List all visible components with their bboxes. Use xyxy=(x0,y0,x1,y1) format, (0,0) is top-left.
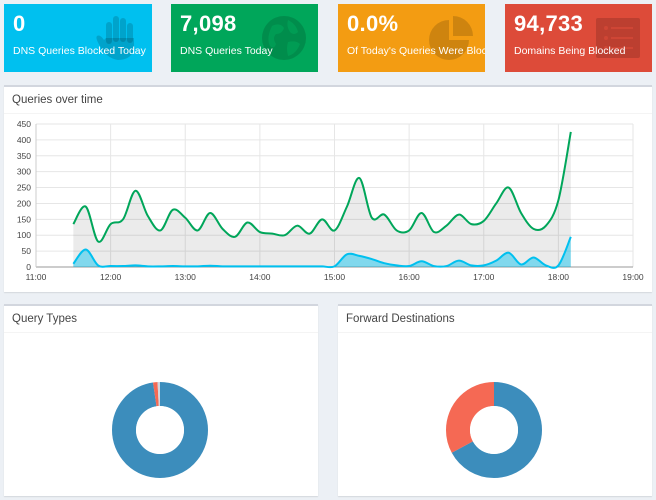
y-tick-label: 100 xyxy=(17,230,31,240)
stat-label: DNS Queries Blocked Today xyxy=(13,45,146,57)
x-tick-label: 15:00 xyxy=(324,272,346,282)
y-tick-label: 350 xyxy=(17,151,31,161)
series-line xyxy=(72,131,572,243)
globe-icon xyxy=(262,16,306,60)
panel-title: Queries over time xyxy=(4,87,652,114)
panel-title: Forward Destinations xyxy=(338,306,652,333)
forward-destinations-panel: Forward Destinations xyxy=(338,304,652,496)
series-area xyxy=(73,131,571,267)
query-types-panel: Query Types xyxy=(4,304,318,496)
donut-hole xyxy=(470,406,518,454)
stat-box-percent-blocked: 0.0% Of Today's Queries Were Blocked xyxy=(338,4,485,72)
hand-icon xyxy=(96,16,134,60)
x-tick-label: 17:00 xyxy=(473,272,495,282)
x-tick-label: 11:00 xyxy=(26,272,47,282)
stat-box-blocked-queries: 0 DNS Queries Blocked Today xyxy=(4,4,152,72)
list-icon xyxy=(596,18,640,58)
y-tick-label: 400 xyxy=(17,135,31,145)
panel-title: Query Types xyxy=(4,306,318,333)
queries-over-time-chart: 0 50 100 150 200 250 300 350 400 450 11:00 12:00 13:… xyxy=(17,119,644,282)
x-tick-label: 12:00 xyxy=(100,272,122,282)
stat-label: Domains Being Blocked xyxy=(514,45,626,57)
series-line xyxy=(72,236,572,269)
donut-slice xyxy=(446,382,542,478)
stat-value: 0 xyxy=(13,11,26,36)
y-tick-label: 50 xyxy=(22,246,32,256)
donut-slice xyxy=(112,382,208,478)
stat-box-queries-today: 7,098 DNS Queries Today xyxy=(171,4,318,72)
stat-box-domains-blocked: 94,733 Domains Being Blocked xyxy=(505,4,652,72)
query-types-donut-chart xyxy=(112,382,208,478)
y-tick-label: 450 xyxy=(17,119,31,129)
queries-over-time-panel: Queries over time 0 50 100 150 200 250 300 350 4… xyxy=(4,85,652,292)
stat-value: 7,098 xyxy=(180,11,237,36)
stat-value: 94,733 xyxy=(514,11,584,36)
stat-value: 0.0% xyxy=(347,11,399,36)
forward-destinations-donut-chart xyxy=(446,382,542,478)
pie-chart-icon xyxy=(429,16,473,60)
x-tick-label: 19:00 xyxy=(622,272,644,282)
y-tick-label: 200 xyxy=(17,198,31,208)
y-tick-label: 150 xyxy=(17,214,31,224)
stat-label: DNS Queries Today xyxy=(180,45,273,57)
y-tick-label: 300 xyxy=(17,167,31,177)
x-tick-label: 16:00 xyxy=(398,272,420,282)
y-tick-label: 0 xyxy=(26,262,31,272)
y-tick-label: 250 xyxy=(17,183,31,193)
stat-label: Of Today's Queries Were Blocked xyxy=(347,45,485,57)
donut-hole xyxy=(136,406,184,454)
x-tick-label: 14:00 xyxy=(249,272,271,282)
x-tick-label: 13:00 xyxy=(175,272,197,282)
x-tick-label: 18:00 xyxy=(548,272,570,282)
